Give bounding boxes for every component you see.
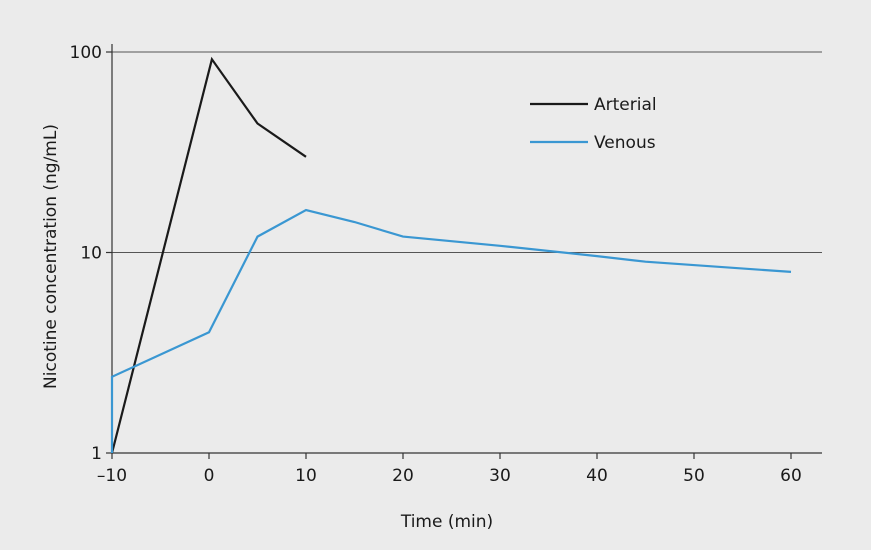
x-axis-title: Time (min) (400, 512, 493, 532)
x-tick-label: –10 (97, 466, 127, 486)
y-tick-label: 10 (80, 244, 102, 264)
legend-label-arterial: Arterial (594, 95, 657, 115)
x-tick-label: 30 (489, 466, 511, 486)
x-tick-label: 50 (683, 466, 705, 486)
legend-label-venous: Venous (594, 133, 656, 153)
x-tick-label: 60 (780, 466, 802, 486)
series-lines (110, 56, 792, 454)
axes: 1 10 100 –10 0 10 20 30 40 50 60 (70, 43, 822, 486)
legend: Arterial Venous (530, 95, 657, 153)
series-line-venous (110, 208, 792, 453)
x-tick-label: 20 (392, 466, 414, 486)
x-tick-label: 0 (204, 466, 215, 486)
grid-lines (112, 51, 822, 253)
x-tick-label: 10 (295, 466, 317, 486)
y-tick-label: 100 (70, 43, 102, 63)
y-axis-title: Nicotine concentration (ng/mL) (41, 124, 61, 389)
series-line-arterial (110, 56, 307, 454)
y-tick-label: 1 (91, 444, 102, 464)
x-tick-label: 40 (586, 466, 608, 486)
